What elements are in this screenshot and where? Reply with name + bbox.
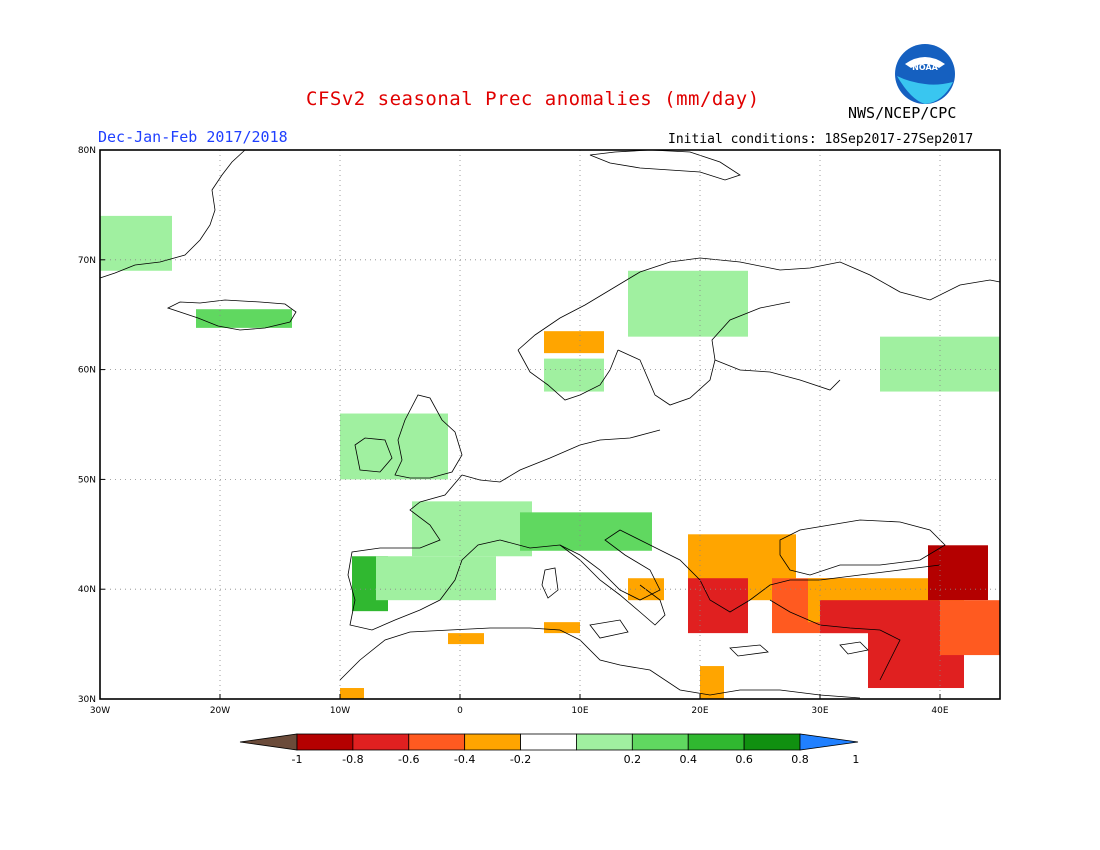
lat-tick-label: 70N: [78, 256, 96, 266]
colorbar-segment: [576, 733, 633, 751]
anomaly-greenland-east: [100, 215, 172, 271]
anomaly-norway-south: [544, 358, 604, 392]
anomaly-france: [412, 501, 532, 557]
anomaly-norway-north: [628, 270, 748, 337]
lon-tick-label: 0: [457, 706, 463, 716]
anomaly-iberia-north: [376, 556, 496, 601]
crete-coast: [729, 644, 769, 657]
black-sea-coast: [779, 519, 946, 576]
anomaly-layer: [100, 215, 1000, 699]
cyprus-coast: [839, 641, 869, 655]
north-africa-coast: [339, 627, 861, 699]
colorbar-label: -0.2: [510, 753, 531, 766]
anomaly-morocco: [340, 688, 364, 699]
season-label: Dec-Jan-Feb 2017/2018: [98, 128, 288, 146]
anomaly-norway-west-wet: [544, 331, 604, 354]
colorbar-segment: [520, 733, 577, 751]
anomaly-russia-nw: [880, 336, 1000, 392]
lat-tick-label: 80N: [78, 146, 96, 156]
sardinia-coast: [541, 567, 559, 599]
colorbar-label: -0.4: [454, 753, 475, 766]
lon-tick-label: 30E: [811, 706, 828, 716]
anomaly-north-africa: [448, 633, 484, 645]
uk-coast: [394, 394, 463, 479]
anomaly-tunisia: [544, 622, 580, 634]
anomaly-alps: [520, 512, 652, 551]
sicily-coast: [589, 619, 629, 639]
lat-tick-label: 30N: [78, 695, 96, 705]
scandinavia-coast: [517, 257, 1001, 351]
colorbar-segment: [743, 733, 801, 751]
noaa-logo-text: NOAA: [912, 63, 938, 72]
colorbar-segment: [687, 733, 745, 751]
colorbar-label: 0.4: [679, 753, 697, 766]
colorbar-segment: [408, 733, 466, 751]
colorbar-right-arrow: [799, 733, 859, 751]
colorbar-label: 1: [852, 753, 859, 766]
colorbar-label: 0.6: [735, 753, 753, 766]
lon-tick-label: 20E: [691, 706, 708, 716]
initial-conditions-label: Initial conditions: 18Sep2017-27Sep2017: [668, 132, 974, 147]
colorbar-label: -0.6: [398, 753, 419, 766]
mediterranean-north-coast: [499, 529, 941, 613]
noaa-logo-bird: [905, 57, 945, 68]
lat-tick-label: 50N: [78, 475, 96, 485]
map-frame: [99, 149, 1001, 700]
lon-tick-label: 30W: [90, 706, 110, 716]
organization-label: NWS/NCEP/CPC: [848, 104, 957, 122]
lon-tick-label: 40E: [931, 706, 948, 716]
colorbar: -1 -0.8 -0.6 -0.4 -0.2 0.2 0.4 0.6 0.8 1: [239, 733, 859, 766]
lat-tick-label: 40N: [78, 585, 96, 595]
colorbar-segment: [352, 733, 410, 751]
finland-coast: [714, 359, 841, 391]
map-title: CFSv2 seasonal Prec anomalies (mm/day): [306, 88, 760, 110]
colorbar-label: -1: [292, 753, 303, 766]
colorbar-label: 0.2: [624, 753, 642, 766]
lat-tick-label: 60N: [78, 366, 96, 376]
coastline-layer: [99, 149, 1001, 699]
europe-west-coast: [461, 429, 661, 483]
greenland-coast: [99, 149, 246, 279]
colorbar-segment: [464, 733, 521, 751]
france-iberia-coast: [347, 474, 501, 631]
anomaly-uk-ireland: [340, 413, 448, 480]
noaa-logo: NOAA: [895, 44, 955, 104]
colorbar-left-arrow: [239, 733, 298, 751]
colorbar-label: -0.8: [342, 753, 363, 766]
turkey-south-coast: [769, 599, 901, 681]
anomaly-greece: [688, 578, 748, 634]
lon-tick-label: 10W: [330, 706, 350, 716]
lon-tick-label: 10E: [571, 706, 588, 716]
colorbar-segment: [296, 733, 354, 751]
lon-tick-label: 20W: [210, 706, 230, 716]
anomaly-iraq-north: [940, 600, 1000, 656]
norway-south-coast: [517, 349, 619, 401]
italy-coast: [559, 544, 666, 626]
sweden-baltic-coast: [617, 301, 791, 406]
colorbar-label: 0.8: [791, 753, 809, 766]
iceland-coast: [166, 299, 297, 331]
colorbar-segment: [631, 733, 689, 751]
anomaly-iceland: [196, 309, 292, 328]
anomaly-caucasus: [928, 545, 988, 601]
noaa-logo-wave: [897, 76, 953, 104]
ireland-coast: [354, 437, 393, 473]
graticule: [100, 150, 1000, 699]
